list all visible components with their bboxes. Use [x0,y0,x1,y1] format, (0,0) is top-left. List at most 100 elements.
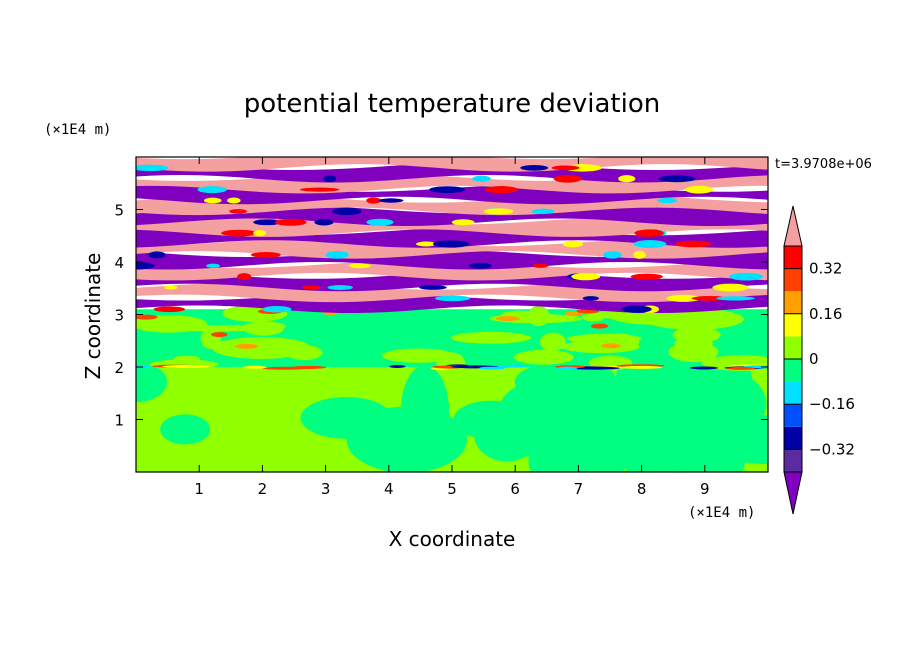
blob-line [162,365,210,369]
x-tick-label: 6 [510,480,520,498]
layer-fringe [634,229,664,237]
layer-fringe [206,263,220,268]
colorbar-segment [784,359,802,382]
blob-line [479,366,505,370]
x-tick-label: 3 [321,480,331,498]
blob-hot [136,314,158,320]
x-axis-label: X coordinate [389,527,516,551]
colorbar: 0.32 0.16 0 −0.16 −0.32 [783,205,855,515]
axes: 1 2 3 4 5 6 7 8 9 1 2 3 4 5 [114,156,769,498]
layer-fringe [366,197,381,204]
layer-fringe [633,240,667,248]
blob-middle [450,331,532,344]
layer-band [136,157,768,172]
layer-fringe [250,252,281,258]
blob-middle [172,324,265,332]
layer-fringe [472,175,491,182]
x-tick-label: 2 [258,480,268,498]
blob-middle [672,327,721,344]
layer-fringe [562,240,583,248]
colorbar-segment [784,336,802,359]
y-tick-label: 5 [114,202,124,220]
blob-hot [495,316,520,322]
layer-fringe [221,229,257,237]
colorbar-segment [784,449,802,472]
colorbar-segment [784,268,802,292]
layer-fringe [325,251,349,259]
layer-fringe [262,305,292,313]
colorbar-extend-bottom [783,471,803,515]
blob-middle [513,349,574,365]
blob-line [557,366,578,370]
layer-band [136,260,768,281]
colorbar-tick-label: 0.16 [809,305,842,323]
blob-middle [381,348,455,363]
blob-line [262,366,307,370]
layer-fringe [729,272,763,281]
blob-middle [212,337,311,359]
layer-fringe [148,251,166,259]
colorbar-segment [784,404,802,427]
colorbar-extend-top [783,205,803,247]
layer-fringe [153,306,186,313]
layer-fringe [323,175,337,183]
blob-line [726,366,756,370]
blob-lower [136,362,168,403]
x-tick-label: 9 [700,480,710,498]
layer-fringe [274,218,307,226]
layer-fringe [674,240,712,248]
blob-middle [173,355,201,362]
x-tick-label: 8 [637,480,647,498]
blob-hot [234,343,259,349]
blob-line [620,365,663,369]
layer-fringe [602,251,622,259]
blob-lower [300,397,392,439]
layer-fringe [716,296,755,301]
layer-fringe [253,229,266,237]
layer-fringe [302,285,320,290]
y-unit-label: (×1E4 m) [44,122,111,138]
blob-hot [591,323,609,329]
blob-line [242,365,267,369]
layer-fringe [582,296,600,301]
time-label: t=3.9708e+06 [775,157,872,172]
layer-fringe [164,285,178,290]
blob-hot [211,332,228,338]
y-axis-label: Z coordinate [81,253,105,380]
layer-band [136,205,768,227]
plot-area [136,157,768,472]
colorbar-segment [784,313,802,337]
y-tick-label: 4 [114,254,124,272]
layer-fringe [621,305,652,313]
blob-middle [561,340,640,354]
layer-fringe [532,263,549,268]
layer-fringe [136,164,169,172]
blob-lower [400,365,450,460]
layer-band [136,227,768,248]
colorbar-segment [784,291,802,314]
layer-fringe [484,186,518,194]
colorbar-segment [784,246,802,269]
layer-fringe [314,219,334,226]
layer-fringe [553,174,582,183]
x-tick-label: 7 [574,480,584,498]
layer-fringe [712,283,749,292]
layer-fringe [571,273,601,281]
layer-fringe [349,263,371,269]
blob-line [689,366,719,370]
colorbar-tick-label: 0.32 [809,260,842,278]
layer-fringe [229,209,247,214]
blob-lower [719,429,768,465]
x-unit-label: (×1E4 m) [688,505,755,521]
layer-fringe [468,262,492,269]
blob-middle [539,332,566,352]
layer-fringe [531,208,555,215]
layer-fringe [327,285,353,290]
x-tick-label: 5 [447,480,457,498]
layer-fringe [429,186,466,193]
layer-fringe [520,164,549,171]
layer-fringe [419,285,447,290]
layer-fringe [253,219,281,226]
blob-lower [474,407,540,462]
